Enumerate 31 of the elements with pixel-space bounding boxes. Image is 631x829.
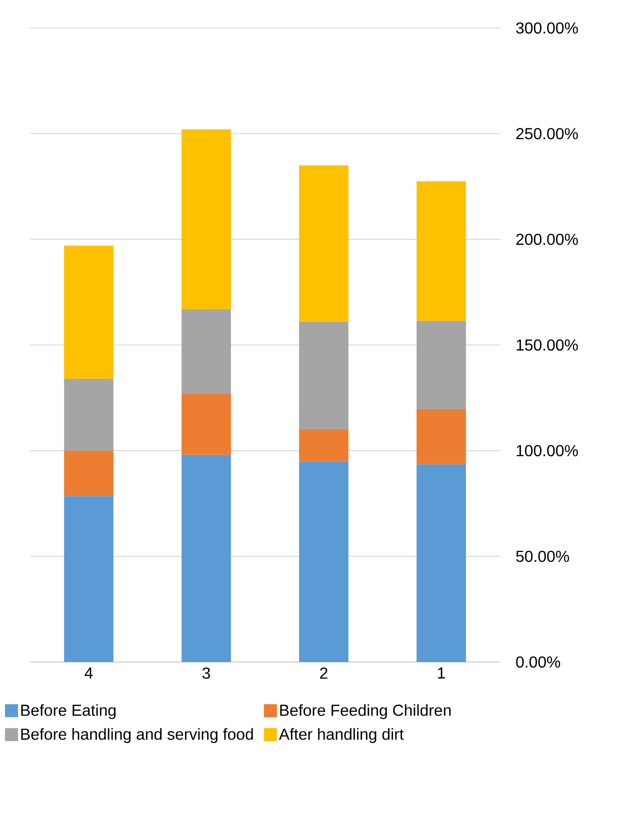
bar [299,430,348,462]
bar [416,409,466,464]
bar [182,394,231,455]
legend-label: Before Feeding Children [280,704,451,720]
x-tick-label: 4 [84,668,93,678]
y-tick-label: 150.00% [516,339,578,351]
legend-label: Before handling and serving food [21,728,253,744]
bar [416,181,466,321]
bar [64,450,114,496]
y-tick-label: 0.00% [516,656,560,668]
legend-label: After handling dirt [278,728,404,744]
bar [416,320,466,410]
x-tick-label: 3 [202,668,210,679]
bar [299,322,348,430]
y-tick-label: 200.00% [516,234,578,245]
y-tick-label: 50.00% [516,550,570,562]
y-tick-label: 250.00% [516,128,578,140]
bar [299,165,348,322]
bar [64,378,114,451]
bar [64,246,114,379]
bar [182,309,231,394]
bar [64,496,114,662]
y-tick-label: 100.00% [516,445,578,456]
bar [416,464,466,662]
x-tick-label: 1 [438,668,445,678]
x-tick-label: 2 [320,668,328,679]
bar [182,129,231,310]
bar [299,461,348,662]
y-tick-label: 300.00% [516,22,578,34]
bar [182,454,231,662]
legend-label: Before Eating [21,704,116,720]
